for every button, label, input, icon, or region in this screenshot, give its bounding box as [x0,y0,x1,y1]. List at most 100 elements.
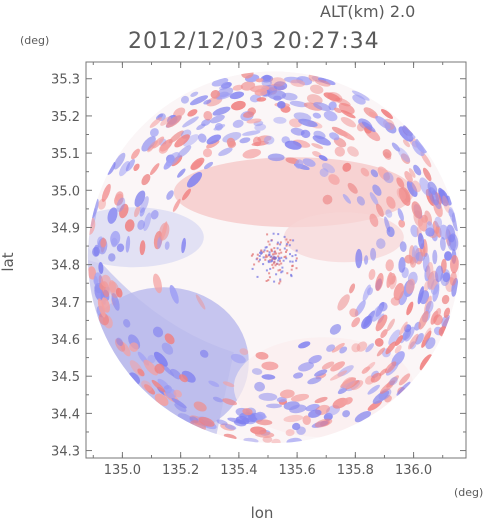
negative-velocity-cell [286,437,302,444]
positive-velocity-cell [350,380,364,391]
negative-region [87,207,204,268]
negative-velocity-cell [308,354,322,364]
positive-velocity-cell [232,84,244,91]
positive-velocity-cell [114,193,124,206]
positive-velocity-cell [408,333,419,350]
negative-velocity-cell [314,369,328,377]
positive-velocity-cell [380,329,388,339]
negative-velocity-cell [273,116,287,124]
negative-velocity-cell [367,287,373,296]
clutter-speck [277,256,280,259]
negative-velocity-cell [227,417,246,424]
negative-velocity-cell [218,147,233,157]
clutter-speck [262,250,265,253]
negative-velocity-cell [137,219,145,230]
negative-velocity-cell [438,187,447,204]
positive-velocity-cell [327,91,343,103]
negative-velocity-cell [125,235,131,253]
clutter-speck [270,239,273,242]
negative-velocity-cell [181,237,186,254]
clutter-speck [264,258,267,261]
y-tick-label: 34.3 [51,445,80,460]
clutter-speck [295,259,298,262]
negative-velocity-cell [434,216,443,228]
negative-velocity-cell [125,158,135,172]
negative-velocity-cell [116,337,124,346]
positive-velocity-cell [411,180,422,193]
positive-velocity-cell [374,338,384,347]
positive-velocity-cell [119,203,129,219]
positive-velocity-cell [347,182,358,194]
negative-velocity-cell [113,152,126,170]
negative-velocity-cell [411,140,425,157]
positive-velocity-cell [290,79,306,87]
negative-velocity-cell [356,196,366,206]
positive-velocity-cell [98,312,110,326]
negative-velocity-cell [442,272,451,283]
positive-velocity-cell [337,294,350,311]
x-ticks: 135.0 135.2 135.4 135.6 135.8 136.0 [92,62,444,478]
clutter-speck [282,259,285,262]
negative-velocity-cell [417,286,424,305]
negative-velocity-cell [177,145,192,158]
negative-velocity-cell [323,110,338,122]
positive-velocity-cell [178,374,188,383]
negative-velocity-cell [123,318,131,328]
clutter-speck [257,260,260,263]
negative-velocity-cell [190,91,199,97]
negative-velocity-cell [419,177,432,196]
positive-velocity-cell [290,393,310,402]
clutter-speck [256,275,259,278]
clutter-speck [292,239,295,242]
positive-velocity-cell [152,136,165,149]
negative-velocity-cell [372,390,390,404]
negative-velocity-cell [149,128,159,137]
positive-velocity-cell [241,71,254,79]
negative-velocity-cell [383,172,394,184]
positive-velocity-cell [379,368,387,376]
positive-velocity-cell [101,297,111,313]
positive-velocity-cell [396,187,406,201]
negative-velocity-cell [384,216,391,233]
positive-velocity-cell [369,213,379,227]
clutter-speck [289,239,292,242]
positive-velocity-cell [340,117,357,128]
negative-velocity-cell [258,392,278,401]
clutter-speck [280,251,283,254]
clutter-speck [272,232,275,235]
positive-velocity-cell [173,389,182,398]
clutter-speck [267,279,270,282]
negative-velocity-cell [210,114,225,124]
negative-velocity-cell [317,77,336,86]
clutter-speck [271,259,273,262]
y-tick-label: 35.3 [51,73,80,88]
negative-velocity-cell [107,161,116,175]
negative-velocity-cell [397,208,404,221]
positive-velocity-cell [424,280,430,292]
negative-velocity-cell [206,134,222,145]
positive-velocity-cell [342,162,352,172]
positive-velocity-cell [222,381,235,388]
positive-velocity-cell [375,314,388,332]
clutter-speck [277,259,280,262]
positive-velocity-cell [409,256,417,268]
clutter-speck [285,243,288,246]
negative-velocity-cell [143,212,152,232]
negative-velocity-cell [98,262,104,274]
clutter-speck [270,255,273,258]
negative-velocity-cell [365,343,375,353]
clutter-speck [271,263,274,266]
positive-velocity-cell [342,377,356,389]
positive-velocity-cell [433,314,443,326]
negative-velocity-cell [134,190,146,207]
positive-velocity-cell [165,115,182,128]
positive-velocity-cell [380,109,394,119]
clutter-speck [291,255,294,258]
negative-velocity-cell [396,381,411,396]
plot-border [85,61,467,459]
negative-velocity-cell [355,248,363,269]
clutter-speck [278,263,281,266]
positive-velocity-cell [386,272,393,288]
clutter-speck [268,243,271,246]
